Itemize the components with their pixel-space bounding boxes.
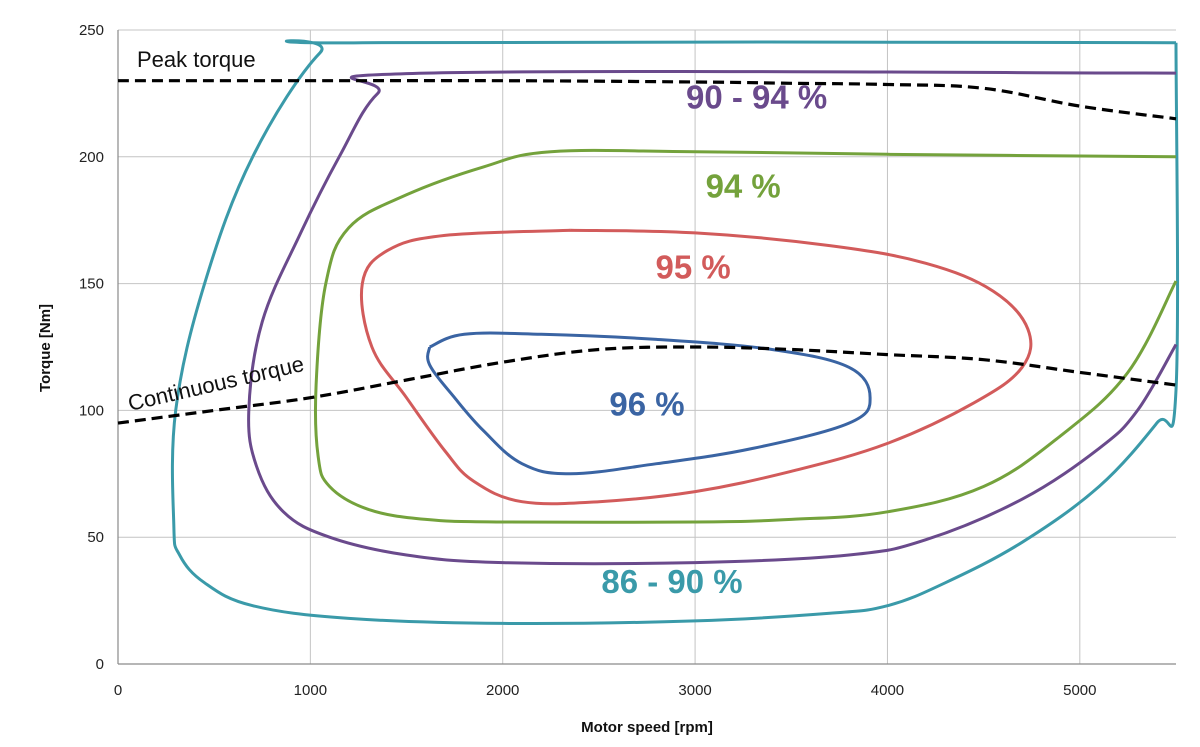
y-tick-label-0: 0 — [96, 656, 104, 673]
labels: 86 - 90 % 90 - 94 % 94 % 95 % 96 % Peak torqu… — [126, 47, 828, 600]
contour-label-94: 94 % — [706, 167, 781, 204]
efficiency-contours — [170, 39, 1180, 626]
y-tick-label-100: 100 — [79, 402, 104, 419]
y-axis-title: Torque [Nm] — [37, 304, 54, 392]
torque-line-peak-torque — [118, 79, 1177, 121]
x-axis-title: Motor speed [rpm] — [581, 719, 713, 736]
y-tick-label-150: 150 — [79, 276, 104, 293]
contour-label-95: 95 % — [656, 249, 731, 286]
torque-lines — [117, 79, 1177, 425]
x-tick-label-5000: 5000 — [1063, 682, 1096, 699]
y-tick-label-250: 250 — [79, 22, 104, 39]
axes: 0 1000 2000 3000 4000 5000 0 50 100 150 200 250 — [79, 22, 1176, 699]
contour-96 — [426, 331, 872, 476]
contour-label-86-90: 86 - 90 % — [601, 563, 742, 600]
contour-label-96: 96 % — [609, 385, 684, 422]
x-tick-label-1000: 1000 — [294, 682, 327, 699]
contour-90-94 — [247, 70, 1178, 566]
contour-86-90 — [170, 39, 1180, 626]
x-tick-label-0: 0 — [114, 682, 122, 699]
curve-label-peak-torque: Peak torque — [137, 47, 256, 72]
x-tick-label-3000: 3000 — [678, 682, 711, 699]
x-tick-label-2000: 2000 — [486, 682, 519, 699]
torque-line-continuous-torque — [117, 345, 1177, 425]
curve-label-continuous-torque: Continuous torque — [126, 351, 307, 416]
y-tick-label-50: 50 — [87, 529, 104, 546]
contour-label-90-94: 90 - 94 % — [686, 79, 827, 116]
contour-95 — [359, 228, 1033, 506]
y-tick-label-200: 200 — [79, 149, 104, 166]
contour-94 — [313, 148, 1178, 524]
x-tick-label-4000: 4000 — [871, 682, 904, 699]
